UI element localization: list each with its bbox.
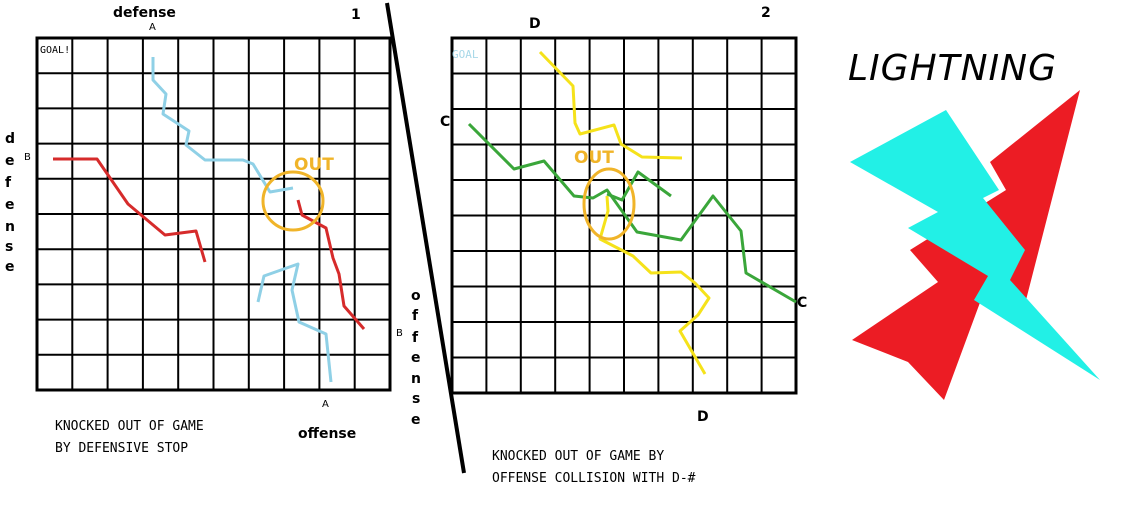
left-letter: e (5, 197, 15, 213)
right-letter: f (412, 308, 419, 324)
right-letter: e (411, 412, 421, 428)
lightning-bolt-icon (850, 90, 1100, 400)
cyan-bolt-shape (850, 110, 1100, 380)
diagram-1-left-marker: B (24, 152, 31, 163)
right-letter: n (411, 371, 421, 387)
left-letter: e (5, 153, 15, 169)
diagram-2-yellow-path-lower (598, 195, 711, 375)
logo-title: LIGHTNING (848, 48, 1057, 89)
diagram-divider (385, 2, 466, 474)
diagram-2-right-marker: C (797, 295, 807, 311)
left-letter: s (5, 239, 13, 255)
diagram-1-bottom-label: offense (298, 426, 356, 442)
diagram-1-offense-path-right (296, 199, 366, 330)
diagram-1-out-circle (261, 170, 325, 232)
diagram-2-out-label: OUT (574, 148, 614, 168)
diagram-2-out-circle (582, 167, 636, 241)
diagram-2-caption-line-1: KNOCKED OUT OF GAME BY (492, 449, 664, 464)
left-letter: d (5, 131, 15, 147)
diagram-2-green-path (467, 122, 797, 304)
left-letter: n (5, 219, 15, 235)
diagram-1-top-label: defense (113, 5, 176, 21)
diagram-2-top-marker: D (529, 16, 541, 32)
diagram-2: D 2 GOAL C C D OUT KNOCKED OUT OF GAME B… (440, 5, 807, 486)
right-letter: o (411, 288, 421, 304)
diagram-1: defense A 1 GOAL! d e f e n s e B o f f … (5, 5, 421, 456)
left-letter: e (5, 259, 15, 275)
diagram-2-green-branch (606, 170, 672, 202)
diagram-2-goal-label: GOAL (452, 48, 479, 61)
diagram-1-right-label: o f f e n s e (411, 288, 421, 428)
diagram-2-number: 2 (761, 5, 771, 21)
diagram-1-offense-path-left (53, 157, 207, 263)
diagram-1-right-marker: B (396, 328, 403, 339)
diagram-1-goal-label: GOAL! (40, 45, 70, 56)
diagram-2-left-marker: C (440, 114, 450, 130)
right-letter: e (411, 350, 421, 366)
right-letter: f (412, 330, 419, 346)
diagram-1-left-label: d e f e n s e (5, 131, 15, 275)
diagram-1-caption-line-1: KNOCKED OUT OF GAME (55, 419, 204, 434)
diagram-1-out-label: OUT (294, 155, 334, 175)
diagram-1-top-marker: A (149, 22, 156, 33)
diagram-1-caption-line-2: BY DEFENSIVE STOP (55, 441, 188, 456)
left-letter: f (5, 175, 12, 191)
diagram-1-defense-path-upper (151, 57, 294, 194)
diagram-2-caption-line-2: OFFENSE COLLISION WITH D-# (492, 471, 696, 486)
lightning-logo: LIGHTNING (848, 48, 1100, 400)
diagram-1-grid (35, 36, 392, 392)
diagram-1-defense-path-lower (256, 262, 333, 383)
diagram-2-yellow-path (538, 50, 683, 160)
diagram-2-grid (450, 36, 798, 395)
right-letter: s (412, 391, 420, 407)
diagram-1-number: 1 (351, 7, 361, 23)
diagram-1-bottom-marker: A (322, 399, 329, 410)
diagram-2-bottom-marker: D (697, 409, 709, 425)
